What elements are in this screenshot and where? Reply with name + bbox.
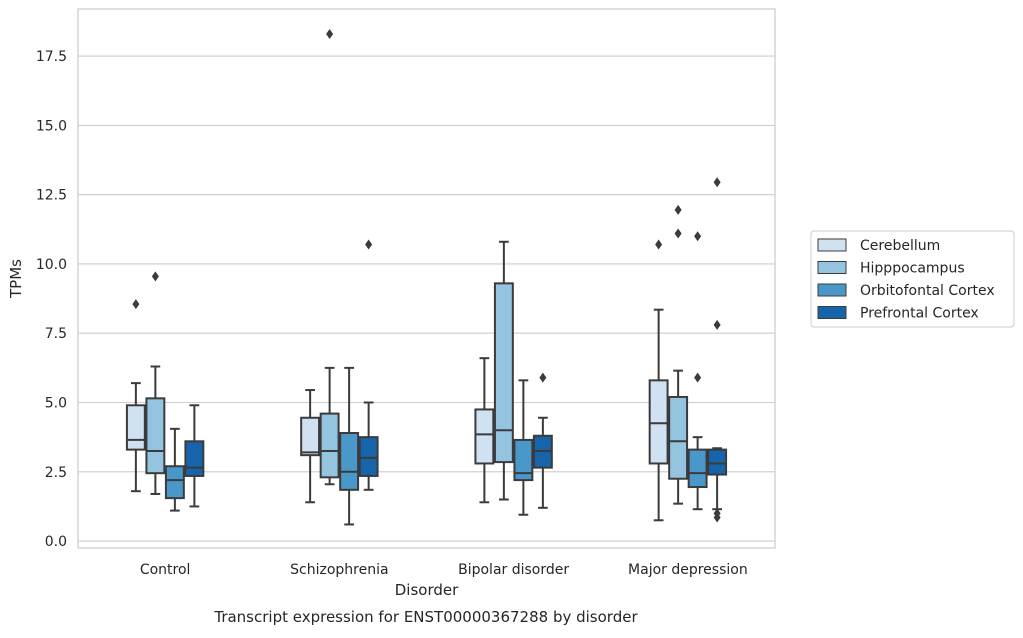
box-hipppocampus-3 (668, 204, 689, 505)
x-tick-labels: Control Schizophrenia Bipolar disorder Majo… (140, 562, 748, 578)
y-tick-label: 5.0 (45, 396, 67, 412)
outlier-point (655, 239, 663, 250)
box-cerebellum-1 (300, 389, 321, 504)
legend-label: Cerebellum (860, 238, 940, 254)
x-tick-label: Schizophrenia (290, 562, 388, 578)
box-orbitofontal-cortex-1 (339, 366, 360, 526)
figure-caption: Transcript expression for ENST0000036728… (213, 608, 638, 626)
outlier-point (132, 299, 140, 310)
y-tick-label: 7.5 (45, 326, 67, 342)
iqr-box (474, 408, 495, 465)
y-tick-label: 2.5 (45, 465, 67, 481)
outlier-point (365, 239, 373, 250)
boxes (125, 28, 728, 526)
outlier-point (694, 372, 702, 383)
iqr-box (687, 448, 708, 489)
iqr-box (358, 436, 379, 477)
box-cerebellum-3 (648, 239, 669, 522)
outlier-point (151, 271, 159, 282)
plot-frame (77, 8, 776, 549)
box-orbitofontal-cortex-3 (687, 231, 708, 511)
box-hipppocampus-1 (319, 28, 340, 486)
iqr-box (125, 404, 146, 451)
outlier-point (713, 512, 721, 523)
legend-label: Orbitofontal Cortex (860, 283, 995, 299)
x-tick-label: Major depression (628, 562, 748, 578)
iqr-box (164, 465, 185, 500)
legend-swatch (817, 283, 847, 297)
outlier-point (713, 319, 721, 330)
box-cerebellum-0 (125, 299, 146, 493)
iqr-box (319, 412, 340, 479)
legend-frame (810, 230, 1015, 328)
legend-swatch (817, 238, 847, 252)
box-prefrontal-cortex-0 (184, 404, 205, 508)
iqr-box (707, 448, 728, 476)
iqr-box (339, 431, 360, 491)
iqr-box (145, 397, 166, 475)
box-orbitofontal-cortex-0 (164, 427, 185, 512)
iqr-box (184, 440, 205, 477)
y-axis-title: TPMs (7, 259, 25, 299)
y-tick-label: 17.5 (36, 49, 67, 65)
box-cerebellum-2 (474, 357, 495, 504)
box-prefrontal-cortex-2 (532, 372, 553, 509)
legend: Cerebellum Hipppocampus Orbitofontal Corte… (810, 230, 1015, 328)
x-tick-label: Bipolar disorder (458, 562, 569, 578)
outlier-point (326, 28, 334, 39)
legend-label: Prefrontal Cortex (860, 306, 979, 322)
box-prefrontal-cortex-3 (707, 177, 728, 523)
box-hipppocampus-0 (145, 271, 166, 495)
iqr-box (668, 395, 689, 480)
y-tick-labels: 0.0 2.5 5.0 7.5 10.0 12.5 15.0 17.5 (36, 49, 67, 550)
iqr-box (300, 416, 321, 457)
y-tick-label: 12.5 (36, 188, 67, 204)
iqr-box (513, 438, 534, 482)
outlier-point (694, 231, 702, 242)
x-axis-title: Disorder (395, 581, 459, 599)
box-prefrontal-cortex-1 (358, 239, 379, 491)
outlier-point (674, 204, 682, 215)
outlier-point (713, 177, 721, 188)
y-tick-label: 15.0 (36, 118, 67, 134)
legend-label: Hipppocampus (860, 261, 965, 277)
legend-swatch (817, 261, 847, 274)
outlier-point (674, 228, 682, 239)
x-tick-label: Control (140, 562, 191, 578)
y-tick-label: 0.0 (45, 534, 67, 550)
iqr-box (648, 379, 669, 465)
legend-swatch (817, 306, 847, 319)
y-tick-label: 10.0 (36, 257, 67, 273)
iqr-box (493, 282, 514, 464)
box-hipppocampus-2 (493, 240, 514, 501)
outlier-point (539, 372, 547, 383)
box-orbitofontal-cortex-2 (513, 379, 534, 516)
